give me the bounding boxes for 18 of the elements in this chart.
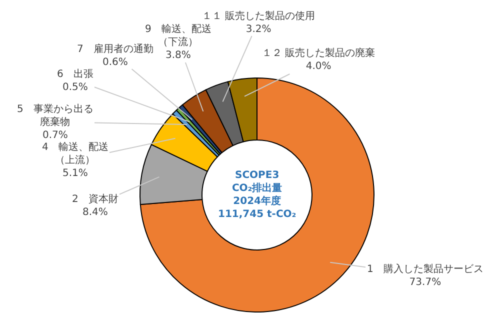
data-label: 4.0% (306, 61, 332, 72)
slice-label: １２ 販売した製品の廃棄 (262, 47, 376, 59)
slice-label: 2 資本財 (72, 193, 118, 205)
data-label: 3.2% (246, 24, 272, 35)
text: SCOPE3 CO₂排出量 2024年度 111,745 t-CO₂ (218, 170, 296, 220)
data-label: 0.7% (42, 130, 68, 141)
slice-label: 1 購入した製品サービス (367, 263, 484, 275)
slice-label: 6 出張 (57, 68, 94, 80)
slice-label: 5 事業から出る廃棄物 (17, 103, 94, 128)
data-label: 73.7% (409, 277, 442, 288)
slice-label: 4 輸送、配送（上流） (42, 141, 108, 166)
data-label: 5.1% (62, 168, 88, 179)
slice-label: １１ 販売した製品の使用 (202, 10, 316, 22)
data-label: 8.4% (82, 207, 108, 218)
data-label: 0.5% (62, 82, 88, 93)
data-label: 3.8% (165, 50, 191, 61)
donut-slice (140, 78, 374, 312)
data-label: 0.6% (102, 57, 128, 68)
